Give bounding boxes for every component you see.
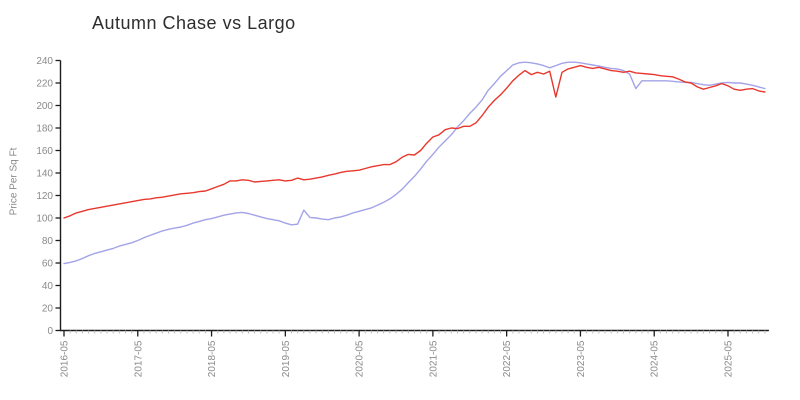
y-tick-label: 20 <box>42 304 54 315</box>
x-tick-label: 2023-05 <box>576 340 587 377</box>
axis-spines <box>59 60 769 332</box>
y-tick-label: 240 <box>36 56 53 67</box>
y-tick-label: 160 <box>36 146 53 157</box>
x-tick-label: 2018-05 <box>207 340 218 377</box>
x-tick-label: 2016-05 <box>60 340 71 377</box>
y-tick-label: 120 <box>36 191 53 202</box>
series-line-autumn-chase <box>63 64 766 219</box>
y-tick-label: 140 <box>36 169 53 180</box>
y-tick-label: 80 <box>42 236 54 247</box>
y-tick-label: 220 <box>36 79 53 90</box>
y-tick-label: 0 <box>47 326 53 337</box>
x-tick-label: 2022-05 <box>502 340 513 377</box>
y-tick-label: 180 <box>36 124 53 135</box>
x-tick-label: 2021-05 <box>428 340 439 377</box>
chart-title: Autumn Chase vs Largo <box>92 13 296 33</box>
series-line-largo <box>63 61 766 265</box>
y-tick-label: 100 <box>36 214 53 225</box>
y-tick-label: 60 <box>42 259 54 270</box>
x-tick-label: 2019-05 <box>281 340 292 377</box>
y-tick-label: 40 <box>42 281 54 292</box>
x-tick-label: 2024-05 <box>650 340 661 377</box>
x-tick-label: 2020-05 <box>355 340 366 377</box>
x-tick-label: 2025-05 <box>723 340 734 377</box>
x-tick-label: 2017-05 <box>133 340 144 377</box>
y-tick-label: 200 <box>36 101 53 112</box>
